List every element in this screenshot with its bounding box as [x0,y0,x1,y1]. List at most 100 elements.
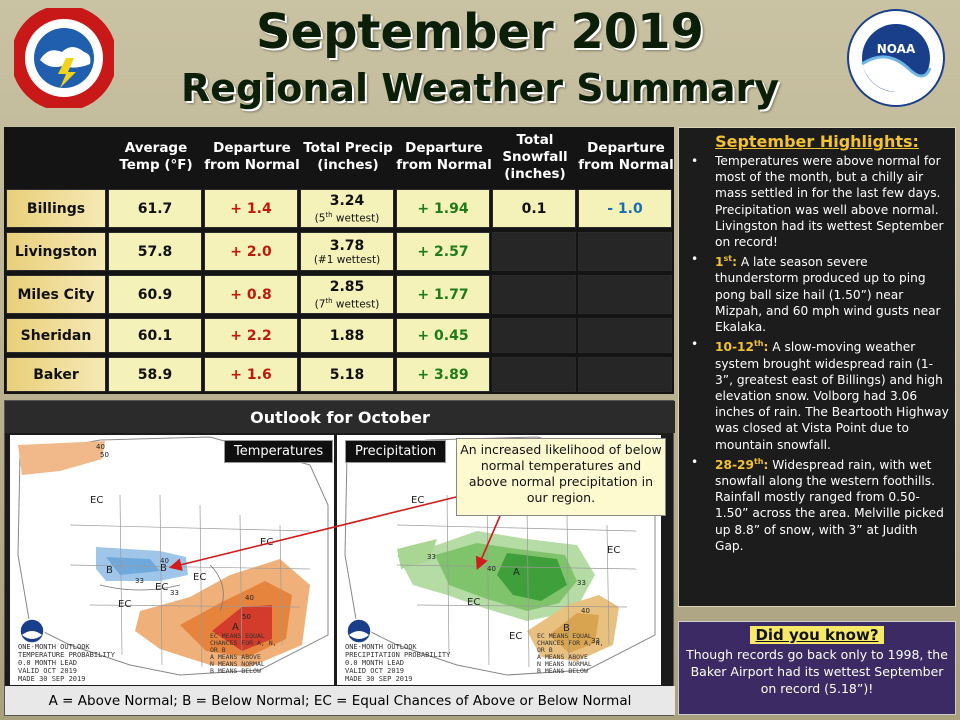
nws-logo [11,5,117,111]
temp-map-footer: ONE-MONTH OUTLOOK TEMPERATURE PROBABILIT… [18,643,115,683]
map-label: 50 [100,451,109,459]
row-city: Baker [6,357,106,392]
table-row: Sheridan 60.1 + 2.2 1.88 + 0.45 [4,318,674,355]
did-you-know-title: Did you know? [750,626,884,644]
row-city: Livingston [6,232,106,271]
temperatures-tab[interactable]: Temperatures [224,440,334,463]
row-total-precip: 5.18 [300,357,394,392]
page-subtitle: Regional Weather Summary [180,66,780,110]
row-city: Miles City [6,275,106,314]
outlook-title: Outlook for October [5,401,675,433]
did-you-know-panel: Did you know? Though records go back onl… [678,621,956,715]
map-label: EC [118,599,131,610]
map-label: EC [467,597,480,608]
row-precip-departure: + 0.45 [396,318,490,353]
row-avg-temp: 57.8 [108,232,202,271]
row-precip-value: 3.24 [329,192,365,209]
row-temp-departure: + 1.6 [204,357,298,392]
row-total-snowfall: 0.1 [492,189,576,228]
row-temp-departure: + 2.0 [204,232,298,271]
list-item: 10-12th: A slow-moving weather system br… [685,336,949,452]
row-precip-departure: + 1.77 [396,275,490,314]
map-label: EC [509,631,522,642]
row-total-snowfall [492,357,576,392]
map-label: 40 [487,565,496,573]
row-snow-departure [578,275,672,314]
row-total-snowfall [492,232,576,271]
row-snow-departure [578,357,672,392]
map-label: 33 [170,589,179,597]
map-label: 40 [96,443,105,451]
map-label: B [563,623,570,634]
table-row: Billings 61.7 + 1.4 3.24 (5th wettest) +… [4,189,674,230]
map-label: 40 [160,557,169,565]
row-temp-departure: + 1.4 [204,189,298,228]
row-precip-departure: + 1.94 [396,189,490,228]
map-label: 40 [581,607,590,615]
outlook-callout: An increased likelihood of below normal … [456,438,666,516]
temp-map-ec-note: EC MEANS EQUAL CHANCES FOR A, N, OR B A … [210,632,277,675]
map-label: EC [155,582,168,593]
table-header-total-snowfall: Total Snowfall (inches) [502,131,568,182]
temperature-outlook-map: EC EC EC B B EC A EC 33 33 40 50 40 50 4… [10,435,334,685]
row-city: Billings [6,189,106,228]
row-snow-departure: - 1.0 [578,189,672,228]
highlights-title: September Highlights: [715,132,919,151]
row-precip-rank: (5th wettest) [314,210,380,225]
row-avg-temp: 60.1 [108,318,202,353]
row-city: Sheridan [6,318,106,353]
row-total-snowfall [492,275,576,314]
row-total-precip: 2.85 (7th wettest) [300,275,394,314]
row-precip-rank: (7th wettest) [314,296,380,311]
table-row: Baker 58.9 + 1.6 5.18 + 3.89 [4,357,674,394]
row-total-snowfall [492,318,576,353]
list-item: Temperatures were above normal for most … [685,153,949,250]
precip-map-ec-note: EC MEANS EQUAL CHANCES FOR A, N, OR B A … [537,632,604,675]
did-you-know-text: Though records go back only to 1998, the… [686,647,948,696]
row-avg-temp: 58.9 [108,357,202,392]
map-label: EC [260,537,273,548]
map-label: 50 [242,613,251,621]
table-header-total-precip: Total Precip (inches) [303,140,393,173]
table-row: Livingston 57.8 + 2.0 3.78 (#1 wettest) … [4,232,674,273]
list-item: 28-29th: Widespread rain, with wet snowf… [685,454,949,554]
september-highlights-panel: September Highlights: Temperatures were … [678,127,956,607]
table-header-city [4,127,108,187]
map-label: 33 [427,553,436,561]
row-precip-rank: (#1 wettest) [313,253,381,266]
table-header-avg-temp: Average Temp (°F) [119,140,193,173]
precipitation-tab[interactable]: Precipitation [345,440,447,463]
map-label: A [232,622,239,633]
row-avg-temp: 60.9 [108,275,202,314]
map-label: B [106,565,113,576]
table-row: Miles City 60.9 + 0.8 2.85 (7th wettest)… [4,275,674,316]
row-total-precip: 3.24 (5th wettest) [300,189,394,228]
table-header-temp-departure: Departure from Normal [204,140,300,173]
row-snow-departure [578,318,672,353]
noaa-logo: NOAA [846,8,946,108]
table-header-precip-departure: Departure from Normal [396,140,492,173]
page-title: September 2019 [256,4,704,60]
outlook-legend: A = Above Normal; B = Below Normal; EC =… [5,686,675,715]
list-item: 1st: A late season severe thunderstorm p… [685,251,949,335]
map-label: B [160,563,167,574]
map-label: EC [193,572,206,583]
row-temp-departure: + 0.8 [204,275,298,314]
row-snow-departure [578,232,672,271]
map-label: 33 [591,637,600,645]
precip-map-footer: ONE-MONTH OUTLOOK PRECIPITATION PROBABIL… [345,643,451,683]
row-precip-value: 3.78 [329,237,365,254]
row-avg-temp: 61.7 [108,189,202,228]
table-header-snow-departure: Departure from Normal [578,140,674,173]
row-precip-value: 2.85 [329,278,365,295]
noaa-logo-text: NOAA [877,42,916,56]
map-label: 33 [135,577,144,585]
map-label: EC [607,545,620,556]
map-label: 33 [577,579,586,587]
table-header-row: Average Temp (°F) Departure from Normal … [4,127,674,187]
row-precip-departure: + 2.57 [396,232,490,271]
map-label: 40 [245,594,254,602]
row-total-precip: 1.88 [300,318,394,353]
row-precip-departure: + 3.89 [396,357,490,392]
row-temp-departure: + 2.2 [204,318,298,353]
